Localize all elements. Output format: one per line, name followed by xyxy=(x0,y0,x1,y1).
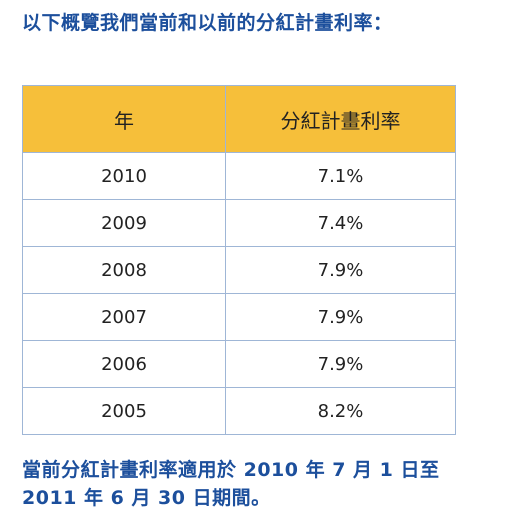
rate-cell: 7.4% xyxy=(225,199,456,247)
year-cell: 2005 xyxy=(22,387,226,435)
rate-cell: 7.9% xyxy=(225,293,456,341)
year-cell: 2008 xyxy=(22,246,226,294)
bonus-rate-table: 年 分紅計畫利率 2010 7.1% 2009 7.4% 2008 7.9% 2… xyxy=(22,85,456,435)
effective-period-note: 當前分紅計畫利率適用於 2010 年 7 月 1 日至 2011 年 6 月 3… xyxy=(22,456,512,512)
table-row: 2007 7.9% xyxy=(22,293,456,341)
table-row: 2010 7.1% xyxy=(22,152,456,200)
table-row: 2008 7.9% xyxy=(22,246,456,294)
intro-heading: 以下概覽我們當前和以前的分紅計畫利率： xyxy=(22,12,393,34)
table-row: 2006 7.9% xyxy=(22,340,456,388)
table-header-row: 年 分紅計畫利率 xyxy=(22,85,456,153)
table-row: 2005 8.2% xyxy=(22,387,456,435)
rate-cell: 7.9% xyxy=(225,340,456,388)
column-header-year: 年 xyxy=(22,85,226,153)
year-cell: 2007 xyxy=(22,293,226,341)
year-cell: 2009 xyxy=(22,199,226,247)
rate-cell: 8.2% xyxy=(225,387,456,435)
rate-cell: 7.9% xyxy=(225,246,456,294)
rate-cell: 7.1% xyxy=(225,152,456,200)
column-header-rate: 分紅計畫利率 xyxy=(225,85,456,153)
note-line-2: 2011 年 6 月 30 日期間。 xyxy=(22,487,271,509)
table-row: 2009 7.4% xyxy=(22,199,456,247)
year-cell: 2006 xyxy=(22,340,226,388)
note-line-1: 當前分紅計畫利率適用於 2010 年 7 月 1 日至 xyxy=(22,459,440,481)
year-cell: 2010 xyxy=(22,152,226,200)
